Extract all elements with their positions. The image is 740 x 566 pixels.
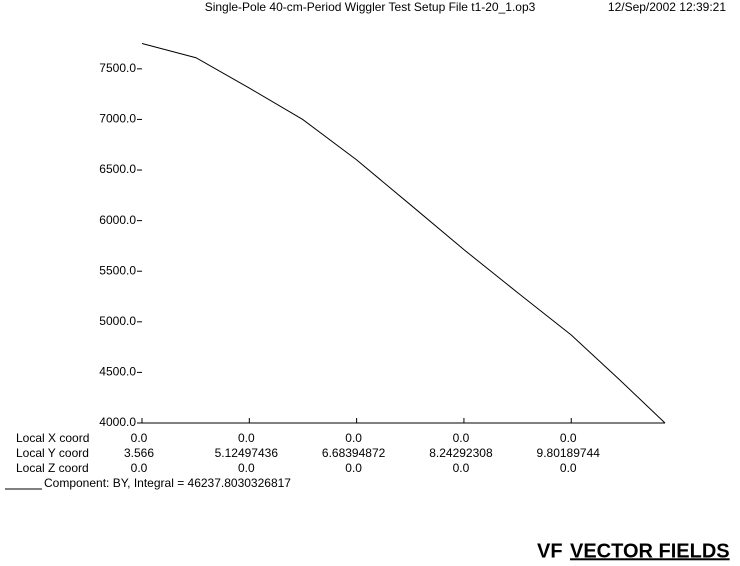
row-value: 0.0 — [131, 431, 148, 445]
y-tick-label: 6500.0 — [99, 162, 136, 176]
y-tick-label: 5000.0 — [99, 314, 136, 328]
y-tick-label: 5500.0 — [99, 263, 136, 277]
y-tick-label: 7000.0 — [99, 112, 136, 126]
logo: VECTOR FIELDS — [570, 540, 730, 562]
row-value: 0.0 — [345, 431, 362, 445]
row-value: 0.0 — [238, 431, 255, 445]
legend-label: Component: BY, Integral = 46237.80303268… — [44, 476, 291, 490]
chart-title: Single-Pole 40-cm-Period Wiggler Test Se… — [205, 0, 536, 14]
row-value: 0.0 — [238, 461, 255, 475]
y-tick-label: 4500.0 — [99, 365, 136, 379]
row-value: 0.0 — [560, 461, 577, 475]
x-tick-label: 6.68394872 — [322, 446, 386, 460]
row-label: Local X coord — [16, 431, 89, 445]
data-line — [141, 43, 666, 424]
date: 12/Sep/2002 12:39:21 — [608, 0, 726, 14]
logo-mark: VF — [537, 540, 563, 562]
row-value: 0.0 — [345, 461, 362, 475]
row-value: 0.0 — [453, 431, 470, 445]
row-value: 0.0 — [131, 461, 148, 475]
row-value: 0.0 — [560, 431, 577, 445]
x-axis-label: Local Y coord — [16, 446, 89, 460]
x-tick-label: 5.12497436 — [215, 446, 279, 460]
y-tick-label: 6000.0 — [99, 213, 136, 227]
row-label: Local Z coord — [16, 461, 89, 475]
y-tick-label: 4000.0 — [99, 415, 136, 429]
x-tick-label: 3.566 — [124, 446, 154, 460]
x-tick-label: 9.80189744 — [537, 446, 601, 460]
x-tick-label: 8.24292308 — [429, 446, 493, 460]
row-value: 0.0 — [453, 461, 470, 475]
y-tick-label: 7500.0 — [99, 61, 136, 75]
